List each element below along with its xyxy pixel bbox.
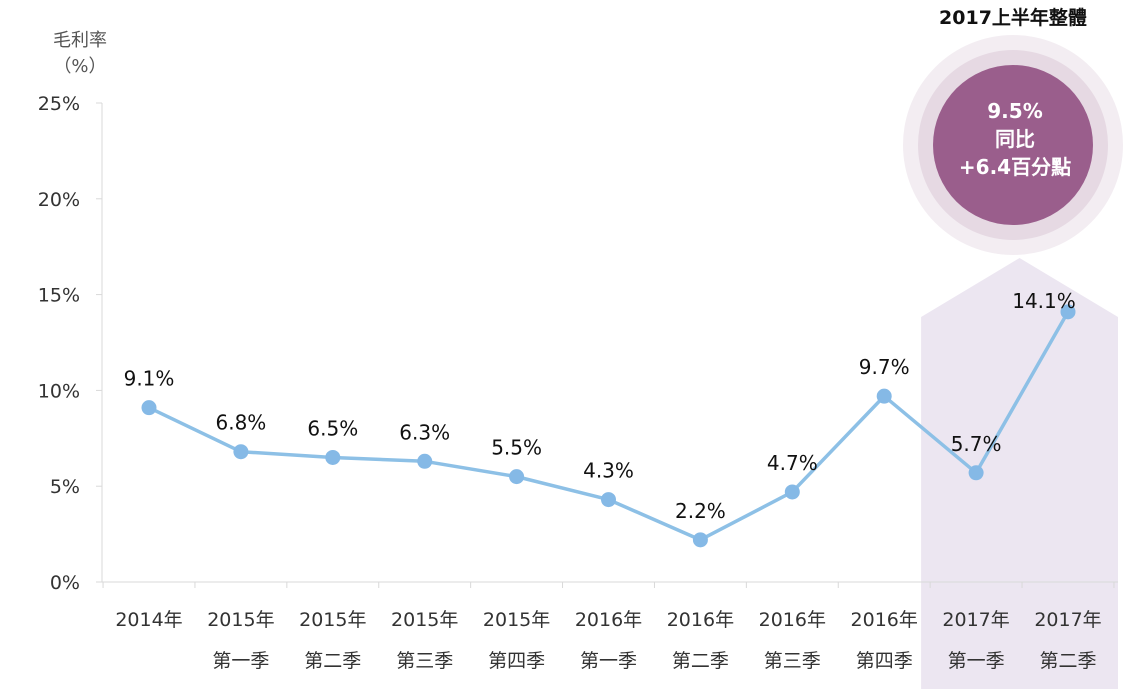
data-point [784, 484, 800, 500]
x-tick-label-quarter: 第四季 [856, 650, 913, 672]
data-label: 4.3% [583, 459, 634, 483]
data-label: 14.1% [1012, 289, 1076, 313]
data-point [509, 469, 525, 485]
data-label: 5.7% [951, 432, 1002, 456]
y-tick-label: 5% [50, 476, 80, 498]
x-tick-label-quarter: 第四季 [488, 650, 545, 672]
x-tick-label-quarter: 第一季 [948, 650, 1005, 672]
bubble-text-line: 9.5% [987, 99, 1042, 123]
label-layer: 9.1% 6.8% 6.5% 6.3% 5.5% 4.3% 2.2% 4.7% 9.7% 5.7%… [124, 289, 1076, 523]
data-label: 2.2% [675, 499, 726, 523]
x-tick-label-year: 2014年 [115, 609, 182, 631]
x-tick-label-year: 2016年 [851, 609, 918, 631]
highlight-callout: 2017上半年整體 9.5% 同比 +6.4百分點 [903, 6, 1123, 255]
data-label: 4.7% [767, 451, 818, 475]
y-tick-label: 25% [38, 93, 80, 115]
bubble-core [933, 65, 1093, 225]
x-tick-label-year: 2016年 [759, 609, 826, 631]
x-tick-label-quarter: 第二季 [304, 650, 361, 672]
x-tick-label-year: 2016年 [575, 609, 642, 631]
series-layer [141, 304, 1076, 548]
data-point [968, 465, 984, 481]
y-tick-label: 10% [38, 380, 80, 402]
data-point [692, 532, 708, 548]
x-tick-label-year: 2015年 [483, 609, 550, 631]
data-label: 5.5% [491, 436, 542, 460]
x-tick-label-year: 2015年 [207, 609, 274, 631]
y-tick-label: 0% [50, 572, 80, 594]
highlight-band [921, 258, 1118, 689]
data-point [233, 444, 249, 460]
x-tick-label-year: 2017年 [942, 609, 1009, 631]
y-axis-title: 毛利率 [53, 30, 107, 51]
x-tick-label-quarter: 第一季 [212, 650, 269, 672]
data-point [325, 449, 341, 465]
y-axis-unit: （%） [53, 56, 106, 77]
data-label: 6.5% [307, 416, 358, 440]
x-tick-label-quarter: 第二季 [672, 650, 729, 672]
highlight-band-layer [921, 258, 1118, 689]
x-tick-label-quarter: 第二季 [1039, 650, 1096, 672]
x-tick-label-quarter: 第三季 [764, 650, 821, 672]
bubble-text-line: 同比 [995, 127, 1035, 151]
data-point [1060, 304, 1076, 320]
data-point [417, 453, 433, 469]
data-point [141, 400, 157, 416]
x-tick-label-year: 2016年 [667, 609, 734, 631]
data-point [876, 388, 892, 404]
x-tick-label-year: 2015年 [299, 609, 366, 631]
y-tick-label: 20% [38, 189, 80, 211]
x-tick-label-quarter: 第三季 [396, 650, 453, 672]
data-point [601, 492, 616, 508]
data-label: 6.3% [399, 420, 450, 444]
data-label: 9.7% [859, 355, 910, 379]
x-tick-label-quarter: 第一季 [580, 650, 637, 672]
bubble-text-line: +6.4百分點 [959, 155, 1071, 179]
x-tick-label-year: 2017年 [1034, 609, 1101, 631]
x-tick-label-year: 2015年 [391, 609, 458, 631]
y-tick-label: 15% [38, 285, 80, 307]
highlight-title: 2017上半年整體 [939, 6, 1087, 29]
data-label: 9.1% [124, 367, 175, 391]
data-label: 6.8% [215, 411, 266, 435]
